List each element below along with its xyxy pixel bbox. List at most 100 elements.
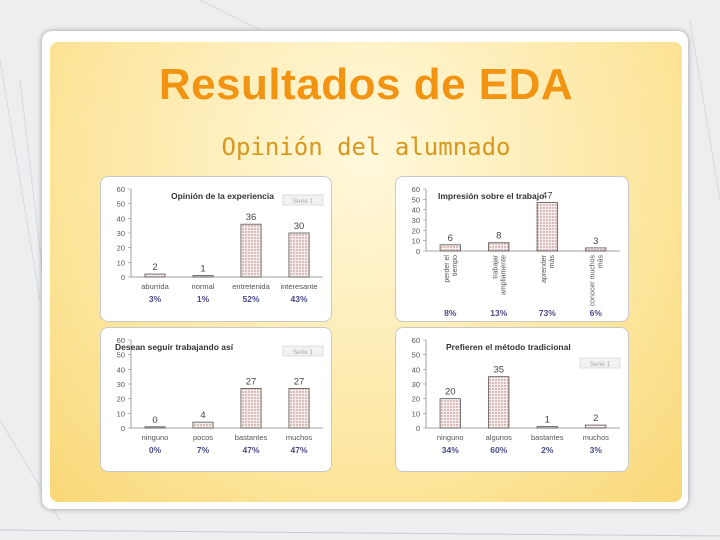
y-tick-label: 30 (412, 380, 420, 389)
y-tick-label: 60 (412, 185, 420, 194)
chart-experiencia: 0 10 20 30 40 50 60 Opinión de la experiencia Se… (117, 185, 324, 304)
percent-label: 2% (541, 445, 554, 455)
percent-label: 52% (242, 294, 259, 304)
legend-label: Serie 1 (293, 198, 314, 205)
chart-panel-seguir-trabajando: 0 10 20 30 40 50 60 Desean seguir trabajando as… (100, 327, 332, 472)
y-tick-label: 60 (412, 336, 420, 345)
legend-label: Serie 1 (590, 361, 611, 368)
percent-label: 7% (197, 445, 210, 455)
y-tick-label: 30 (117, 229, 125, 238)
y-tick-label: 60 (117, 336, 125, 345)
chart-title: Desean seguir trabajando así (115, 342, 234, 352)
percent-label: 1% (197, 294, 210, 304)
percent-label: 43% (290, 294, 307, 304)
bar-value-label: 6 (448, 233, 453, 244)
legend-box (282, 345, 324, 357)
bar (288, 388, 310, 429)
percent-label: 6% (590, 308, 603, 318)
chart-panel-experiencia: 0 10 20 30 40 50 60 Opinión de la experiencia Se… (100, 176, 332, 322)
x-category-label: ninguno (437, 433, 464, 442)
bar-value-label: 27 (294, 376, 305, 387)
y-tick-label: 30 (117, 380, 125, 389)
x-category-label: perder el (444, 255, 451, 283)
y-tick-label: 20 (412, 395, 420, 404)
legend-box (282, 194, 324, 206)
x-category-label: muchos (583, 433, 610, 442)
bar-value-label: 36 (246, 212, 257, 223)
slide-subtitle: Opinión del alumnado (221, 133, 511, 161)
bar-value-label: 35 (493, 365, 504, 376)
y-tick-label: 50 (117, 351, 125, 360)
y-tick-label: 40 (117, 365, 125, 374)
bar (439, 398, 461, 429)
y-tick-label: 40 (117, 214, 125, 223)
bar-value-label: 2 (593, 413, 598, 424)
percent-label: 3% (149, 294, 162, 304)
x-category-label: normal (192, 282, 215, 291)
bar-value-label: 20 (445, 387, 456, 398)
bar-value-label: 1 (200, 264, 205, 275)
y-tick-label: 60 (117, 185, 125, 194)
y-tick-label: 50 (412, 351, 420, 360)
x-category-group: trabajar ampliamente (492, 254, 507, 295)
x-category-label: interesante (280, 282, 317, 291)
x-category-label: entretenida (232, 282, 270, 291)
y-tick-label: 10 (117, 409, 125, 418)
y-tick-label: 20 (117, 395, 125, 404)
bar (288, 232, 310, 278)
x-category-label: pocos (193, 433, 213, 442)
y-tick-label: 0 (121, 273, 125, 282)
bar (192, 421, 214, 429)
y-tick-label: 0 (416, 247, 420, 256)
chart-title: Impresión sobre el trabajo (438, 191, 544, 201)
bar (240, 223, 262, 278)
x-category-label: conocer muchos (589, 255, 596, 307)
y-tick-label: 40 (412, 206, 420, 215)
x-category-group: perder el tiempo (444, 255, 459, 283)
x-category-label: aburrida (141, 282, 169, 291)
x-category-label: más (549, 255, 556, 269)
percent-label: 60% (490, 445, 507, 455)
legend-label: Serie 1 (293, 349, 314, 356)
x-category-label: ampliamente (500, 255, 507, 295)
chart-title: Prefieren el método tradicional (446, 342, 571, 352)
bar-value-label: 30 (294, 221, 305, 232)
y-tick-label: 0 (121, 424, 125, 433)
bar (192, 275, 214, 278)
x-category-label: bastantes (235, 433, 268, 442)
y-tick-label: 10 (412, 409, 420, 418)
bar-value-label: 1 (545, 415, 550, 426)
bar-value-label: 3 (593, 236, 598, 247)
bar (536, 202, 558, 252)
bar-value-label: 8 (496, 231, 501, 242)
percent-label: 47% (242, 445, 259, 455)
x-category-group: aprender más (541, 254, 556, 283)
y-tick-label: 30 (412, 216, 420, 225)
x-category-label: tiempo (452, 255, 459, 276)
x-category-label: trabajar (492, 254, 499, 278)
x-category-label: algunos (486, 433, 513, 442)
percent-label: 0% (149, 445, 162, 455)
slide-title: Resultados de EDA (158, 60, 574, 109)
bar (240, 388, 262, 429)
chart-panel-metodo-tradicional: 0 10 20 30 40 50 60 Prefieren el método tradici… (395, 327, 629, 472)
legend-box (579, 357, 621, 369)
bar-value-label: 27 (246, 376, 257, 387)
percent-label: 3% (590, 445, 603, 455)
y-tick-label: 50 (117, 200, 125, 209)
x-category-label: muchos (286, 433, 313, 442)
percent-label: 8% (444, 308, 457, 318)
bar-value-label: 2 (152, 262, 157, 273)
x-category-group: conocer muchos más (589, 255, 604, 307)
y-tick-label: 50 (412, 195, 420, 204)
y-tick-label: 0 (416, 424, 420, 433)
bar (144, 273, 166, 278)
chart-panel-impresion: 0 10 20 30 40 50 60 Impresión sobre el trabajo 6… (395, 176, 629, 322)
x-category-label: más (597, 255, 604, 269)
x-category-label: bastantes (531, 433, 564, 442)
percent-label: 13% (490, 308, 507, 318)
bar-value-label: 0 (152, 415, 157, 426)
